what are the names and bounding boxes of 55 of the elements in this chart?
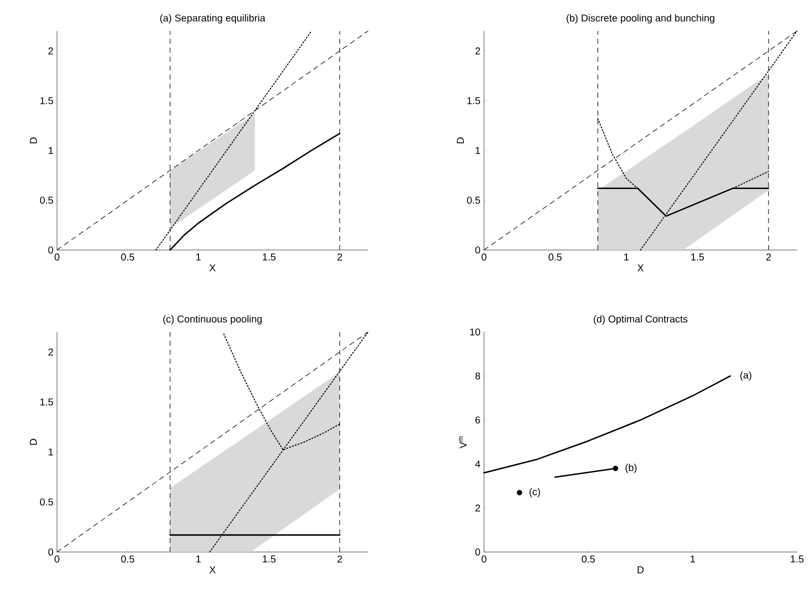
y-tick-label: 4 xyxy=(475,460,480,468)
y-tick-label: 6 xyxy=(475,416,480,424)
y-tick-label: 0 xyxy=(48,246,54,254)
x-tick-label: 1.5 xyxy=(691,254,704,260)
y-tick-label: 10 xyxy=(470,328,480,336)
y-tick-label: 1 xyxy=(48,147,53,154)
x-axis-title: X xyxy=(637,264,644,272)
x-tick-label: 1 xyxy=(196,556,201,562)
x-axis-title: D xyxy=(638,566,644,574)
x-tick-label: 1.5 xyxy=(262,254,276,260)
chart-title: (b) Discrete pooling and bunching xyxy=(566,14,714,24)
x-tick-label: 1.5 xyxy=(790,556,804,562)
y-axis-title: D xyxy=(30,438,37,445)
y-axis-title: D xyxy=(456,137,464,144)
y-tick-label: 0 xyxy=(48,548,54,556)
annotation: (c) xyxy=(530,488,540,498)
y-tick-label: 2 xyxy=(475,504,480,512)
y-tick-label: 1.5 xyxy=(467,97,480,104)
y-tick-label: 1 xyxy=(476,147,480,154)
y-tick-label: 0.5 xyxy=(40,196,54,204)
x-tick-label: 1 xyxy=(690,556,695,562)
x-tick-label: 1 xyxy=(624,254,629,260)
y-tick-label: 2 xyxy=(475,47,480,54)
x-tick-label: 0 xyxy=(54,556,60,563)
y-tick-label: 1.5 xyxy=(40,97,54,104)
x-tick-label: 0.5 xyxy=(121,254,134,261)
chart-title: (a) Separating equilibria xyxy=(160,14,266,24)
y-tick-label: 8 xyxy=(475,372,480,380)
x-tick-label: 2 xyxy=(766,254,771,260)
y-tick-label: 0.5 xyxy=(467,196,480,204)
y-axis-title: V$^{m}$ xyxy=(459,436,467,448)
y-tick-label: 2 xyxy=(48,348,53,356)
x-axis-title: X xyxy=(209,264,216,272)
y-tick-label: 0 xyxy=(475,246,480,254)
y-tick-label: 1.5 xyxy=(40,398,54,406)
annotation: (a) xyxy=(740,371,752,381)
x-tick-label: 2 xyxy=(337,254,342,260)
x-tick-label: 0.5 xyxy=(582,556,595,563)
y-tick-label: 0 xyxy=(475,548,480,556)
x-tick-label: 0.5 xyxy=(121,556,134,563)
x-tick-label: 1.5 xyxy=(262,556,276,562)
x-tick-label: 1 xyxy=(196,254,201,260)
x-tick-label: 0 xyxy=(54,254,60,261)
y-tick-label: 1 xyxy=(48,448,53,456)
y-axis-title: D xyxy=(30,137,37,144)
y-tick-label: 0.5 xyxy=(40,498,54,506)
y-tick-label: 2 xyxy=(48,47,53,54)
annotation: (b) xyxy=(626,464,637,474)
x-tick-label: 2 xyxy=(337,556,342,562)
x-axis-title: X xyxy=(209,566,216,574)
chart-title: (c) Continuous pooling xyxy=(163,315,262,324)
x-tick-label: 0 xyxy=(482,556,486,563)
x-tick-label: 0.5 xyxy=(548,254,562,261)
chart-title: (d) Optimal Contracts xyxy=(594,315,688,324)
x-tick-label: 0 xyxy=(482,254,486,261)
